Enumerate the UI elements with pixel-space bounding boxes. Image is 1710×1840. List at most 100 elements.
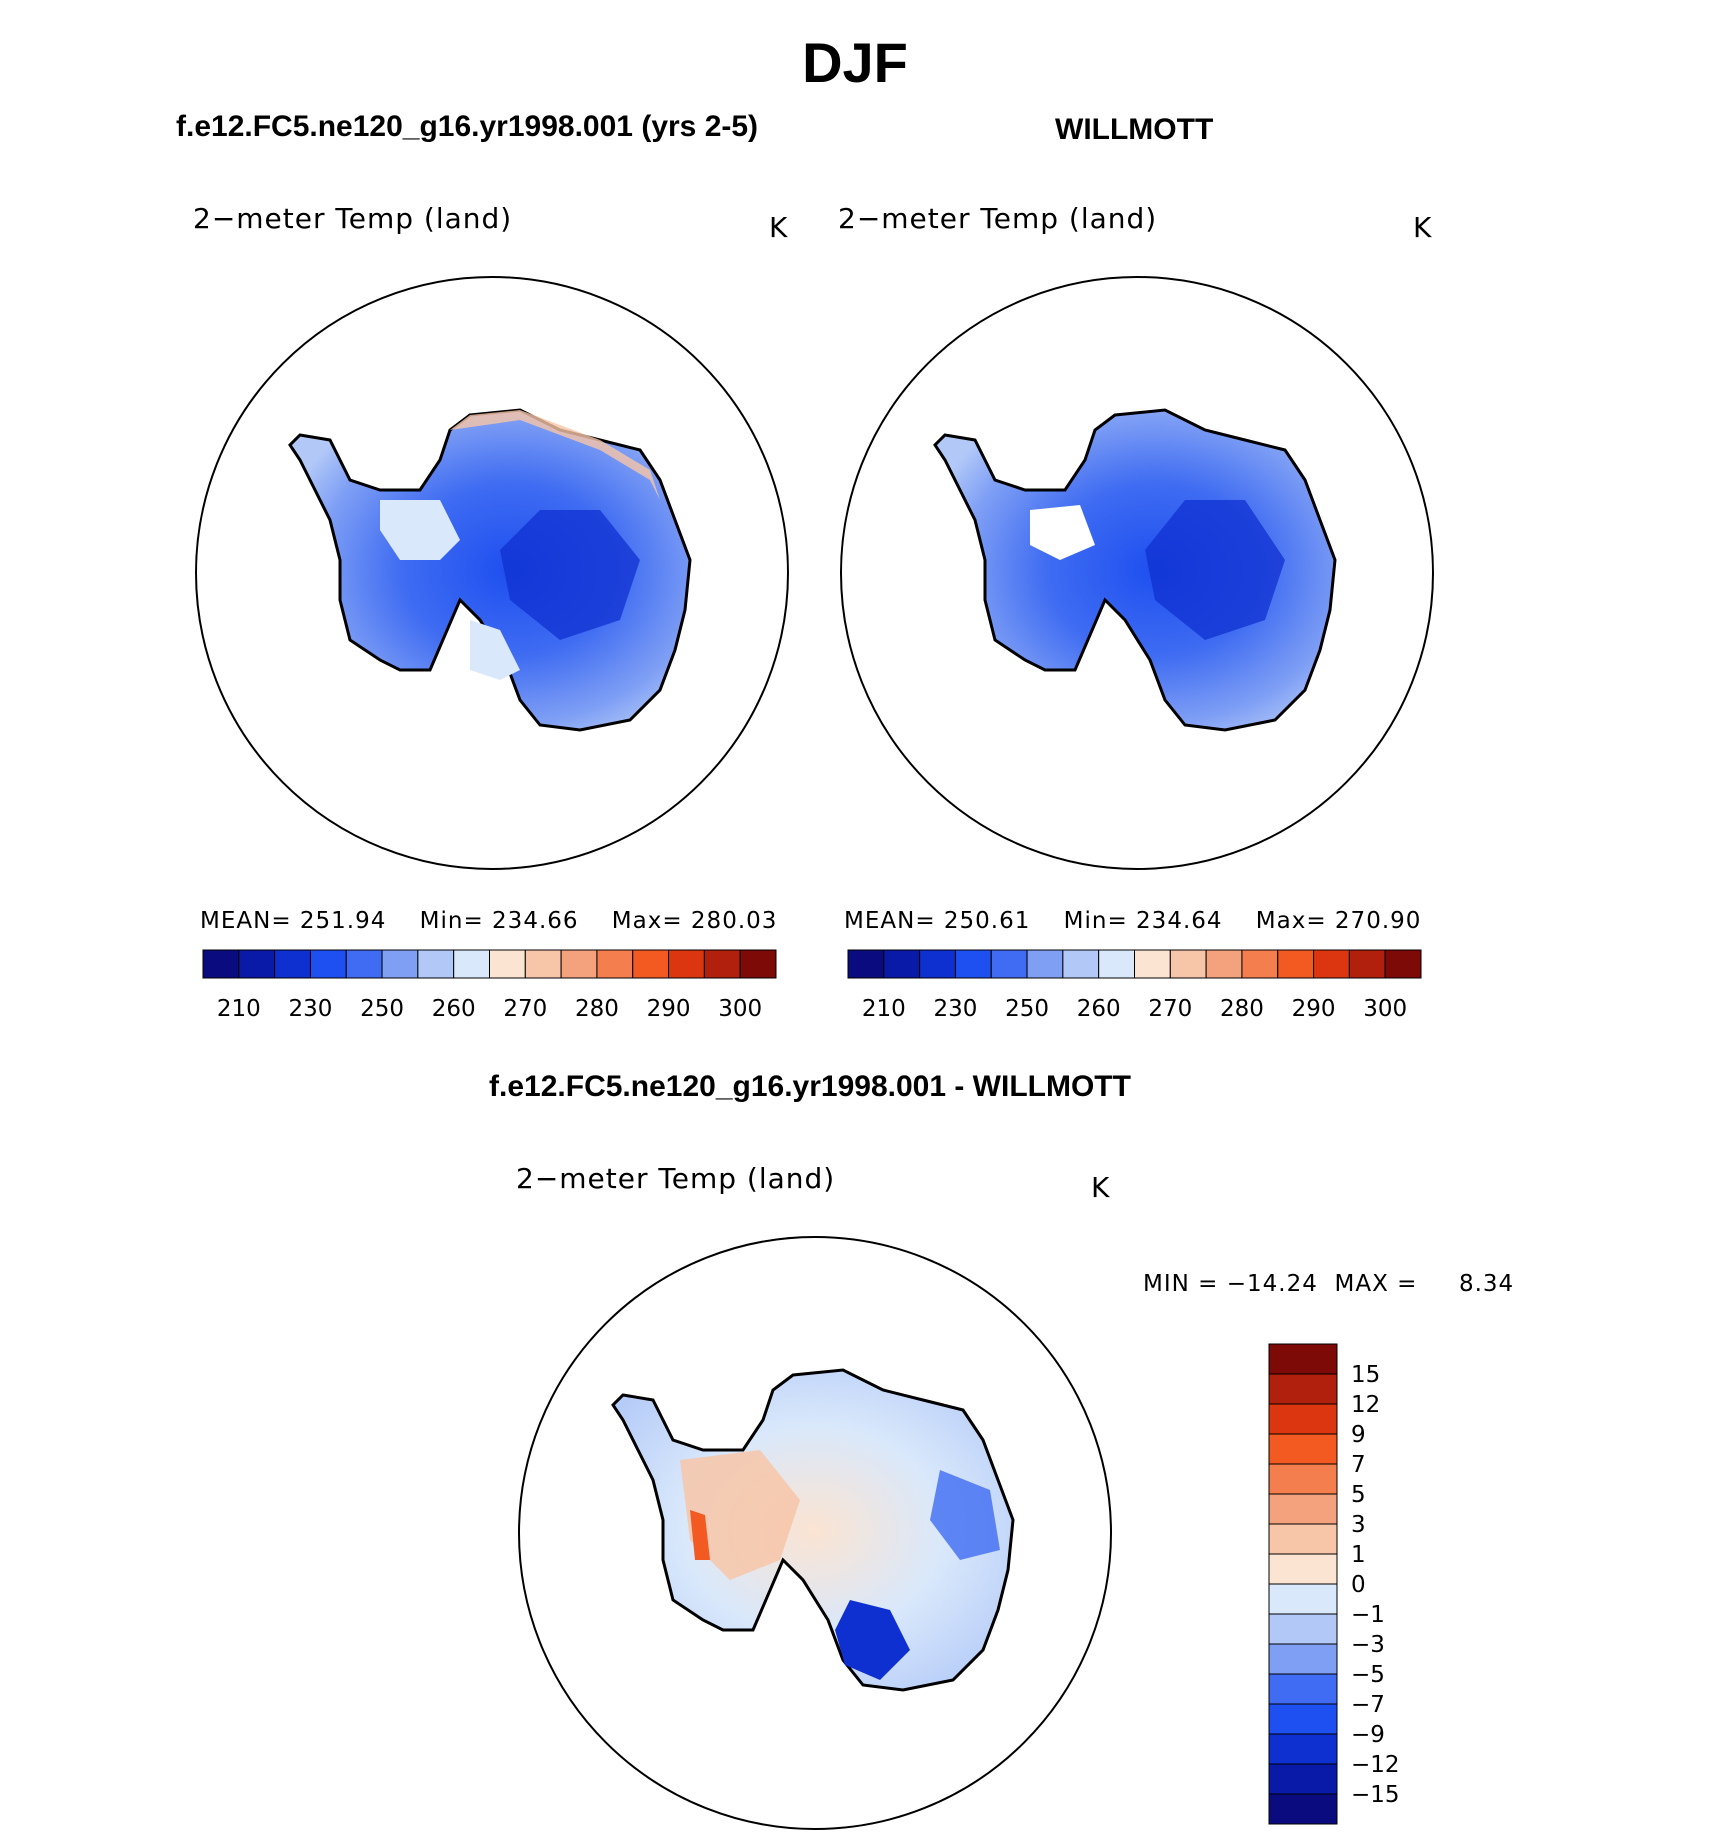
model-mean-label: MEAN= [200, 908, 292, 934]
diff-colorbar-tick-label: −7 [1351, 1692, 1385, 1718]
model-colorbar-swatch [596, 949, 634, 979]
obs-colorbar-swatch [990, 949, 1028, 979]
obs-colorbar-swatch [1169, 949, 1207, 979]
diff-min-value: −14.24 [1226, 1271, 1318, 1297]
obs-colorbar-tick-label: 280 [1220, 996, 1264, 1022]
obs-colorbar-swatch [954, 949, 992, 979]
model-colorbar-swatch [381, 949, 419, 979]
diff-colorbar-swatch [1268, 1643, 1338, 1675]
page-title: DJF [802, 31, 908, 94]
obs-min-label: Min= [1063, 908, 1128, 934]
diff-colorbar-swatch [1268, 1523, 1338, 1555]
diff-colorbar-swatch [1268, 1433, 1338, 1465]
model-min-label: Min= [419, 908, 484, 934]
model-colorbar-tick-label: 280 [575, 996, 619, 1022]
model-coast-warm-edge [450, 410, 660, 500]
obs-max-label: Max= [1255, 908, 1327, 934]
diff-variable-label: 2−meter Temp (land) [516, 1162, 836, 1195]
model-mean-value: 251.94 [299, 908, 387, 934]
diff-colorbar-tick-label: 0 [1351, 1572, 1366, 1598]
diff-colorbar-tick-label: −9 [1351, 1722, 1385, 1748]
diff-peninsula-warm-spot [690, 1510, 710, 1560]
diff-colorbar-swatch [1268, 1733, 1338, 1765]
obs-map [840, 276, 1434, 870]
diff-colorbar-swatch [1268, 1763, 1338, 1795]
model-colorbar-swatch [668, 949, 705, 979]
model-colorbar-swatch [453, 949, 490, 979]
obs-variable-label: 2−meter Temp (land) [838, 202, 1158, 235]
model-units-label: K [769, 211, 788, 244]
diff-colorbar-tick-label: 3 [1351, 1512, 1366, 1538]
diff-colorbar-tick-label: 15 [1351, 1362, 1380, 1388]
model-plateau-cold-core [500, 510, 640, 640]
obs-colorbar-swatch [1313, 949, 1350, 979]
model-stats: MEAN= 251.94 Min= 234.66 Max= 280.03 [200, 908, 777, 934]
obs-plateau-cold-core [1145, 500, 1285, 640]
obs-max-value: 270.90 [1334, 908, 1422, 934]
diff-colorbar-swatch [1268, 1793, 1338, 1825]
diff-colorbar-tick-label: −5 [1351, 1662, 1385, 1688]
obs-colorbar-swatch [1026, 949, 1064, 979]
model-colorbar-swatch [739, 949, 777, 979]
diff-colorbar-tick-label: 7 [1351, 1452, 1366, 1478]
model-colorbar-swatch [309, 949, 347, 979]
diff-stats: MIN = −14.24 MAX = 8.34 [1143, 1271, 1514, 1297]
obs-stats: MEAN= 250.61 Min= 234.64 Max= 270.90 [844, 908, 1421, 934]
obs-colorbar-tick-label: 250 [1005, 996, 1049, 1022]
obs-colorbar-swatch [1241, 949, 1279, 979]
model-max-label: Max= [611, 908, 683, 934]
model-map [195, 276, 789, 870]
diff-colorbar-tick-label: 1 [1351, 1542, 1366, 1568]
obs-missing-data-area [1030, 505, 1095, 560]
diff-colorbar-swatch [1268, 1343, 1338, 1375]
model-colorbar-swatch [238, 949, 276, 979]
diff-colorbar-tick-label: 5 [1351, 1482, 1366, 1508]
model-colorbar-tick-label: 250 [360, 996, 404, 1022]
diff-colorbar-tick-label: −1 [1351, 1602, 1385, 1628]
diff-colorbar-swatch [1268, 1373, 1338, 1405]
obs-colorbar-swatch [919, 949, 956, 979]
obs-colorbar-swatch [1062, 949, 1100, 979]
obs-colorbar-tick-label: 270 [1148, 996, 1192, 1022]
diff-colorbar-swatch [1268, 1463, 1338, 1495]
model-colorbar-tick-label: 290 [647, 996, 691, 1022]
model-colorbar-swatch [345, 949, 383, 979]
obs-colorbar-swatch [1098, 949, 1135, 979]
model-variable-label: 2−meter Temp (land) [193, 202, 513, 235]
diff-colorbar-tick-label: 9 [1351, 1422, 1366, 1448]
obs-colorbar-swatch [847, 949, 885, 979]
difference-panel-title: f.e12.FC5.ne120_g16.yr1998.001 - WILLMOT… [489, 1070, 1131, 1103]
diff-warm-bias-region [680, 1450, 800, 1580]
obs-colorbar-swatch [1134, 949, 1171, 979]
model-colorbar-swatch [489, 949, 526, 979]
obs-mean-label: MEAN= [844, 908, 936, 934]
model-colorbar-swatch [274, 949, 311, 979]
diff-colorbar-tick-label: 12 [1351, 1392, 1380, 1418]
model-colorbar-tick-label: 230 [288, 996, 332, 1022]
model-colorbar-tick-label: 260 [432, 996, 476, 1022]
diff-colorbar-swatch [1268, 1493, 1338, 1525]
model-colorbar-swatch [560, 949, 598, 979]
obs-colorbar-tick-label: 230 [933, 996, 977, 1022]
model-colorbar-swatch [202, 949, 240, 979]
obs-panel-title: WILLMOTT [1055, 113, 1214, 146]
obs-min-value: 234.64 [1136, 908, 1223, 934]
model-antarctica-field [288, 408, 692, 732]
diff-colorbar-swatch [1268, 1703, 1338, 1735]
obs-colorbar-tick-label: 290 [1292, 996, 1336, 1022]
diff-colorbar-tick-label: −12 [1351, 1752, 1400, 1778]
diff-colorbar-swatch [1268, 1553, 1338, 1585]
diff-colorbar-tick-label: −3 [1351, 1632, 1385, 1658]
diff-max-label: MAX = [1334, 1271, 1418, 1297]
model-ross-shelf [470, 620, 520, 680]
diff-map [518, 1236, 1112, 1830]
diff-colorbar-tick-label: −15 [1351, 1782, 1400, 1808]
obs-colorbar: 210 230 250 260 270 280 290 300 [847, 949, 1422, 1022]
obs-colorbar-swatch [1384, 949, 1422, 979]
diff-colorbar-swatch [1268, 1583, 1338, 1615]
model-colorbar-tick-label: 300 [718, 996, 762, 1022]
model-colorbar-swatch [524, 949, 562, 979]
obs-colorbar-tick-label: 300 [1363, 996, 1407, 1022]
model-colorbar-swatch [632, 949, 670, 979]
